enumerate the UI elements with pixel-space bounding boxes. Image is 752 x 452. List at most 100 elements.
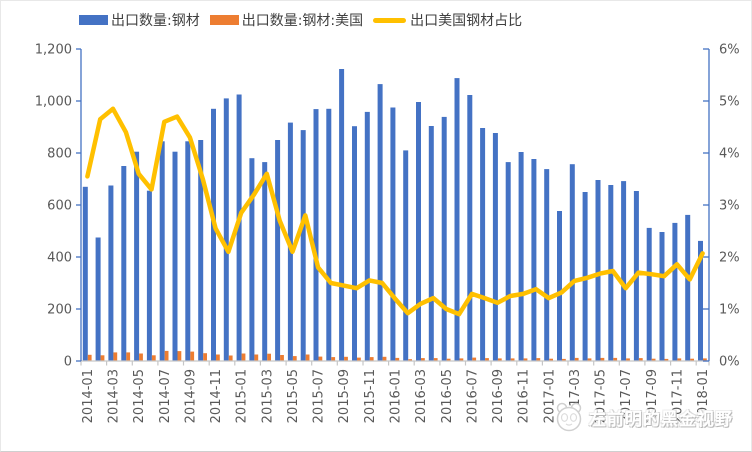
- bar-total-2016-11: [518, 152, 524, 361]
- bar-total-2014-09: [185, 141, 191, 361]
- y-axis-right-label: 5%: [719, 95, 740, 110]
- bar-total-2015-10: [352, 126, 357, 361]
- bar-us-2015-09: [344, 356, 348, 361]
- bar-us-2016-01: [395, 357, 400, 361]
- bar-total-2017-09: [646, 227, 652, 361]
- bar-total-2017-03: [569, 164, 575, 361]
- bar-us-2017-09: [651, 358, 656, 361]
- y-axis-right-label: 4%: [719, 147, 740, 162]
- y-axis-left-label: 1,200: [35, 43, 72, 58]
- bar-us-2016-03: [421, 358, 425, 361]
- bar-total-2015-01: [236, 94, 242, 361]
- x-tick-label: 2015-01: [235, 369, 250, 423]
- legend-item-steel-exports: 出口数量:钢材: [79, 10, 200, 30]
- bar-us-2014-08: [177, 351, 182, 361]
- y-axis-left-label: 800: [47, 147, 72, 162]
- x-tick-label: 2017-11: [671, 369, 686, 423]
- bar-total-2016-07: [467, 95, 473, 361]
- bar-us-2017-02: [562, 358, 566, 361]
- bar-total-2014-03: [108, 185, 114, 361]
- bar-us-2014-05: [139, 353, 143, 361]
- bar-us-2016-07: [472, 357, 477, 361]
- bar-total-2014-07: [159, 141, 165, 361]
- bar-total-2017-11: [672, 222, 678, 361]
- bar-us-2014-09: [190, 351, 195, 361]
- bar-us-2015-06: [305, 354, 310, 361]
- bar-us-2017-07: [626, 358, 630, 361]
- y-axis-right-label: 6%: [719, 43, 740, 58]
- bar-total-2016-10: [505, 162, 511, 361]
- panda-logo-icon: [556, 402, 582, 432]
- bar-us-2014-06: [151, 355, 156, 361]
- x-axis: 2014-01 2014-03 2014-05 2014-07 2014-09 2014-…: [80, 360, 711, 423]
- bar-total-2016-09: [492, 133, 498, 361]
- x-tick-label: 2017-05: [594, 369, 609, 423]
- bar-total-2017-01: [544, 169, 550, 361]
- bar-us-2017-05: [600, 357, 605, 361]
- bar-total-2017-05: [595, 180, 601, 361]
- bar-total-2016-02: [403, 150, 409, 361]
- bar-total-2014-08: [172, 151, 178, 361]
- bar-total-2016-04: [428, 126, 434, 361]
- x-tick-label: 2014-01: [81, 369, 96, 423]
- bar-us-2017-08: [638, 358, 643, 361]
- bar-total-2015-08: [326, 108, 332, 361]
- legend-swatch-orange-bar: [209, 15, 239, 25]
- x-tick-label: 2015-05: [286, 369, 301, 423]
- bar-us-2015-10: [357, 357, 361, 361]
- bar-total-2016-01: [390, 107, 396, 361]
- bar-us-2016-05: [446, 358, 451, 361]
- bar-us-2015-07: [318, 356, 323, 361]
- bar-total-2015-06: [300, 130, 306, 361]
- bar-total-2016-03: [416, 102, 421, 361]
- bar-total-2016-12: [531, 159, 537, 361]
- bar-total-2018-01: [698, 240, 703, 361]
- bar-us-2014-03: [113, 352, 118, 361]
- bar-us-2016-02: [408, 359, 412, 361]
- bar-us-2015-02: [254, 354, 259, 361]
- x-tick-label: 2018-01: [696, 369, 711, 423]
- bar-total-2015-11: [364, 111, 370, 362]
- bar-us-2015-03: [267, 353, 271, 361]
- bar-us-2014-07: [164, 350, 169, 361]
- x-tick-label: 2016-09: [491, 369, 506, 423]
- bar-us-2016-04: [433, 358, 438, 361]
- bar-total-2017-12: [685, 214, 691, 361]
- bar-us-2015-01: [241, 353, 246, 361]
- y-axis-right-label: 1%: [719, 303, 740, 318]
- x-tick-label: 2016-01: [389, 369, 404, 423]
- bar-us-2015-12: [382, 356, 387, 361]
- x-tick-label: 2016-11: [517, 369, 532, 423]
- bar-us-2014-02: [100, 355, 105, 361]
- bar-total-2015-07: [313, 109, 319, 361]
- bar-total-2014-05: [134, 151, 140, 361]
- bar-total-2014-12: [223, 98, 229, 362]
- ratio-line: [85, 106, 705, 317]
- bar-us-2014-11: [216, 354, 220, 361]
- bar-us-2015-11: [369, 357, 374, 361]
- bar-us-2017-11: [677, 358, 682, 361]
- bar-total-2015-04: [275, 140, 281, 361]
- legend-swatch-blue-bar: [79, 15, 108, 25]
- bar-us-2016-12: [536, 358, 541, 361]
- bar-total-2015-03: [262, 162, 268, 361]
- y-axis-left-label: 400: [47, 251, 72, 266]
- y-axis-right-label: 3%: [719, 199, 740, 214]
- x-tick-label: 2016-07: [465, 369, 480, 423]
- legend-swatch-yellow-line: [373, 17, 407, 23]
- bar-us-2014-10: [203, 353, 207, 361]
- x-tick-label: 2015-09: [337, 369, 352, 423]
- x-tick-label: 2017-09: [645, 369, 660, 423]
- chart-legend: 出口数量:钢材 出口数量:钢材:美国 出口美国钢材占比: [79, 10, 522, 30]
- bar-us-2016-09: [497, 358, 502, 361]
- bar-us-2016-11: [523, 358, 528, 361]
- bar-total-2014-10: [198, 140, 204, 361]
- x-tick-label: 2014-05: [132, 369, 147, 423]
- x-tick-label: 2015-03: [260, 369, 275, 423]
- bar-us-2016-06: [459, 358, 464, 361]
- y-axis-left: 0 200 400 600 800 1,000 1,200: [35, 43, 82, 370]
- x-tick-label: 2016-03: [414, 369, 429, 423]
- bar-us-2017-06: [613, 357, 618, 361]
- y-axis-right-label: 2%: [719, 251, 740, 266]
